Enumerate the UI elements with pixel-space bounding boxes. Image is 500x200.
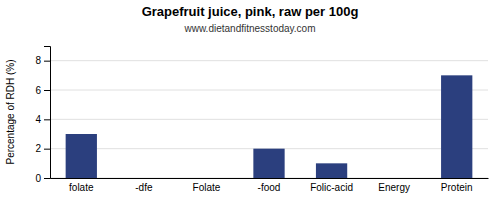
bar bbox=[191, 178, 222, 179]
bar bbox=[253, 149, 284, 178]
y-tick: 2 bbox=[35, 143, 50, 154]
y-tick-mark bbox=[44, 119, 50, 120]
bar bbox=[316, 163, 347, 178]
subtitle: www.dietandfitnesstoday.com bbox=[184, 23, 316, 34]
y-tick-mark bbox=[44, 149, 50, 150]
x-tick-label: Folate bbox=[193, 182, 221, 193]
x-axis: folate -dfe Folate -food Folic-acid Energy Pro… bbox=[51, 179, 489, 194]
y-tick-label: 4 bbox=[35, 114, 41, 125]
y-tick-label: 8 bbox=[35, 55, 41, 66]
y-tick-label: 6 bbox=[35, 85, 41, 96]
bar bbox=[66, 134, 97, 178]
x-tick-label: -food bbox=[258, 182, 281, 193]
grid bbox=[50, 61, 488, 178]
x-tick: folate bbox=[69, 182, 94, 193]
x-tick-label: -dfe bbox=[135, 182, 153, 193]
x-axis-line bbox=[51, 178, 489, 179]
grid-line bbox=[50, 60, 488, 61]
x-tick-label: Energy bbox=[378, 182, 410, 193]
y-tick-mark bbox=[44, 178, 50, 179]
bars bbox=[66, 75, 473, 178]
grid-line bbox=[50, 119, 488, 120]
y-tick: 0 bbox=[35, 173, 50, 184]
y-tick-label: 0 bbox=[35, 173, 41, 184]
bar bbox=[441, 75, 472, 178]
chart-container: Grapefruit juice, pink, raw per 100g www.… bbox=[0, 0, 500, 200]
y-tick-mark bbox=[44, 90, 50, 91]
y-tick: 8 bbox=[35, 55, 50, 66]
chart: Grapefruit juice, pink, raw per 100g www.… bbox=[0, 0, 500, 200]
x-tick: Folate bbox=[193, 182, 221, 193]
title: Grapefruit juice, pink, raw per 100g bbox=[142, 4, 359, 19]
x-tick: -dfe bbox=[135, 182, 153, 193]
x-tick: Protein bbox=[441, 182, 473, 193]
bar bbox=[379, 178, 410, 179]
y-tick: 6 bbox=[35, 85, 50, 96]
y-axis-line bbox=[44, 47, 51, 179]
y-tick-mark bbox=[44, 61, 50, 62]
y-tick: 4 bbox=[35, 114, 50, 125]
x-tick-label: folate bbox=[69, 182, 94, 193]
bar bbox=[128, 178, 159, 179]
x-tick: Energy bbox=[378, 182, 410, 193]
plot: 0 2 4 6 8 folate -dfe Folate -food Folic-acid Ener… bbox=[35, 47, 488, 194]
y-axis: 0 2 4 6 8 bbox=[35, 47, 50, 184]
y-tick-label: 2 bbox=[35, 143, 41, 154]
y-axis-title: Percentage of RDH (%) bbox=[5, 59, 16, 164]
x-tick: Folic-acid bbox=[310, 182, 353, 193]
x-tick-label: Folic-acid bbox=[310, 182, 353, 193]
grid-line bbox=[50, 90, 488, 91]
x-tick: -food bbox=[258, 182, 281, 193]
x-tick-label: Protein bbox=[441, 182, 473, 193]
